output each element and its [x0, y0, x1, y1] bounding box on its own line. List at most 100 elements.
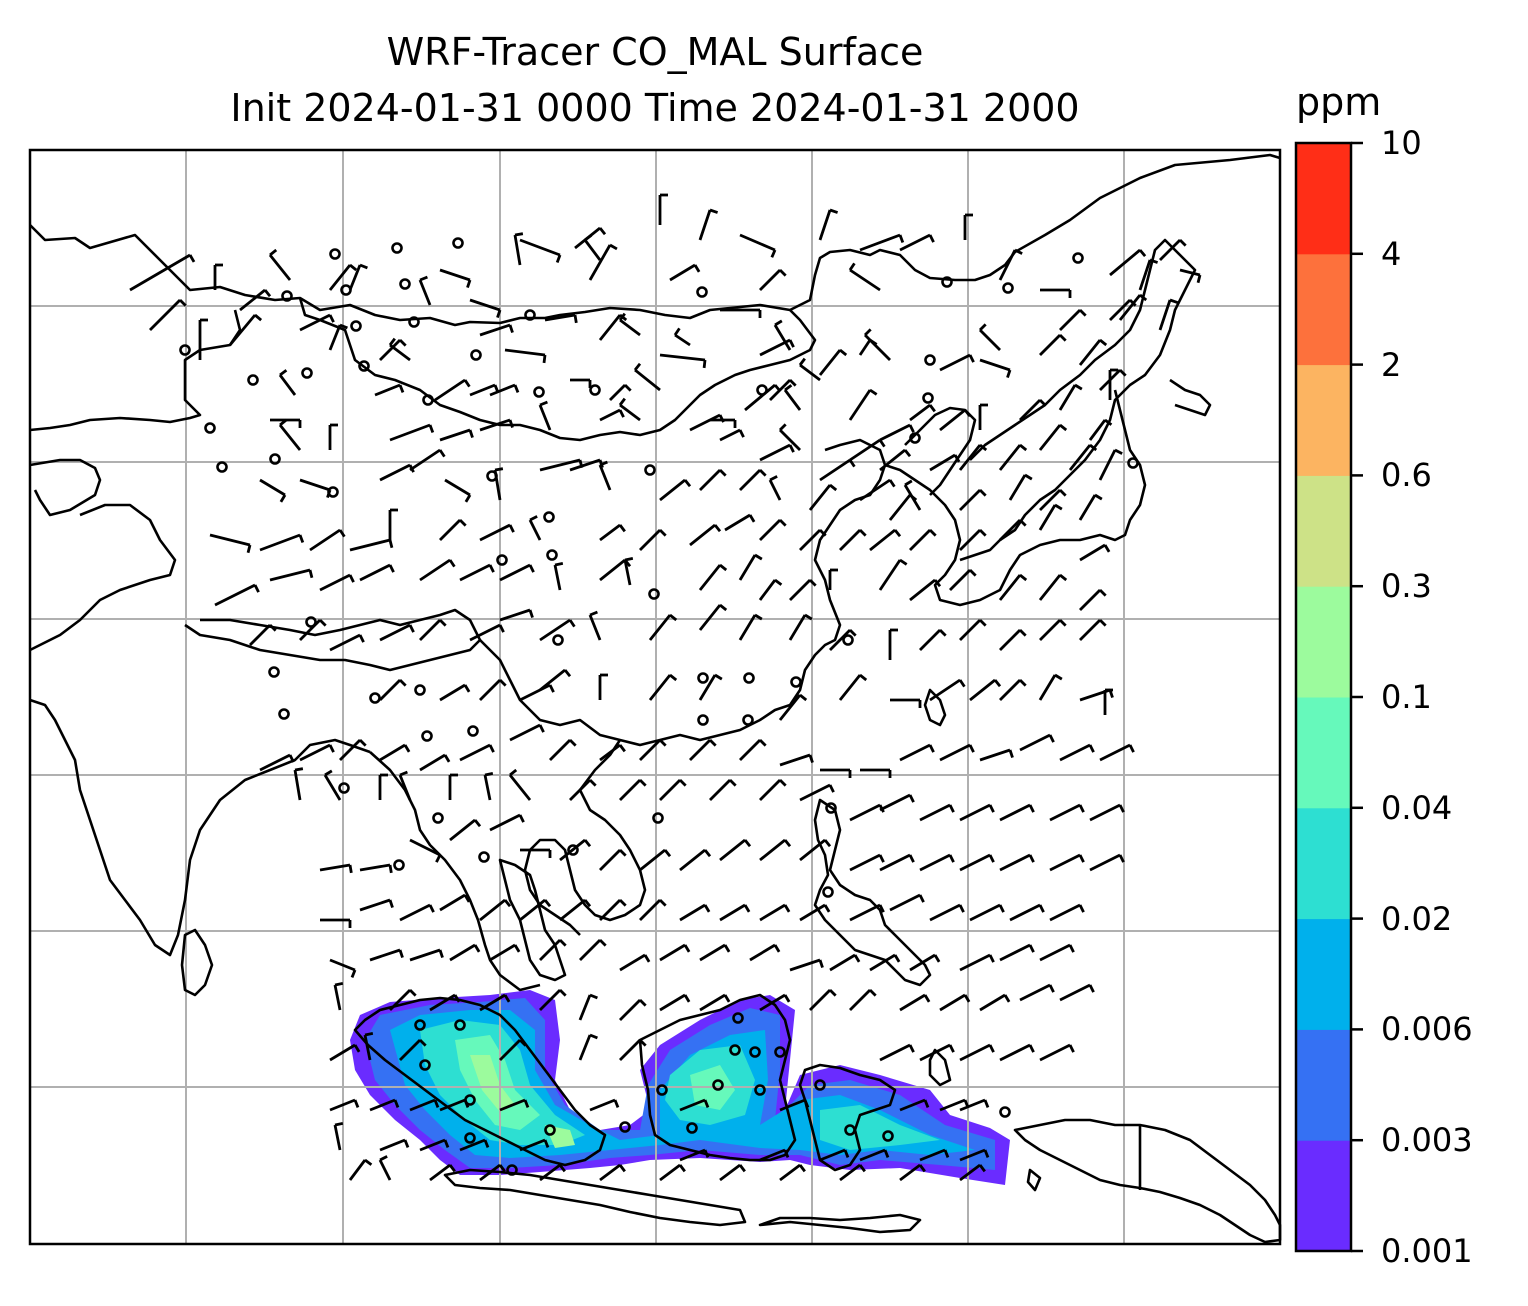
wind-barb	[849, 903, 885, 922]
coastline-japan-north	[1169, 378, 1212, 417]
wind-barb	[449, 943, 481, 962]
wind-barb	[328, 323, 348, 351]
wind-barb	[768, 475, 782, 501]
calm-marker	[305, 616, 317, 628]
wind-barb	[879, 793, 915, 812]
wind-barb	[583, 234, 602, 261]
wind-barb	[759, 779, 787, 801]
wind-barb	[319, 863, 353, 874]
wind-barb	[709, 779, 737, 801]
colorbar-segment	[1296, 697, 1351, 809]
wind-barb	[299, 313, 335, 332]
wind-barb	[389, 989, 417, 1011]
calm-marker	[338, 782, 350, 794]
calm-marker	[696, 286, 708, 298]
wind-barb	[479, 418, 514, 432]
wind-barb	[1088, 418, 1113, 441]
wind-barb	[759, 1148, 790, 1162]
wind-barb	[239, 288, 272, 312]
wind-barb	[959, 1098, 990, 1112]
wind-barb	[789, 579, 817, 601]
calm-marker	[619, 1121, 631, 1133]
colorbar-segment	[1296, 475, 1351, 587]
wind-barb	[659, 353, 707, 369]
wind-barb	[439, 893, 471, 912]
wind-barb	[659, 779, 687, 801]
coastline-java	[443, 1168, 747, 1227]
wind-barb	[434, 378, 471, 402]
colorbar-tick-label: 10	[1381, 124, 1422, 162]
wind-barb	[739, 469, 767, 491]
wind-barb	[519, 683, 555, 702]
wind-barb	[809, 989, 837, 1011]
wind-barb	[739, 739, 767, 761]
wind-barb	[320, 918, 352, 928]
wind-barb	[698, 603, 728, 631]
wind-barb	[309, 528, 346, 552]
wind-barb	[999, 519, 1027, 541]
colorbar-segment	[1296, 807, 1351, 920]
wind-barb	[379, 743, 411, 762]
wind-barb	[889, 893, 925, 912]
wind-barb	[459, 1138, 490, 1152]
calm-marker	[1127, 457, 1139, 469]
calm-marker	[697, 672, 709, 684]
calm-marker	[754, 1084, 766, 1096]
wind-barb	[919, 803, 955, 822]
wind-barb	[869, 953, 901, 972]
colorbar-segment	[1296, 1029, 1351, 1141]
colorbar	[1294, 141, 1363, 1253]
calm-marker	[216, 461, 228, 473]
calm-marker	[825, 802, 837, 814]
wind-barb	[979, 748, 1014, 762]
wind-barb	[720, 308, 762, 318]
wind-barb	[129, 253, 196, 292]
wind-barb	[519, 898, 552, 922]
wind-barb	[618, 397, 641, 422]
wind-barb	[1159, 239, 1187, 261]
coastline-india-south	[29, 698, 371, 957]
wind-barb	[919, 853, 955, 872]
wind-barb	[570, 378, 592, 388]
calm-marker	[882, 1130, 894, 1142]
calm-marker	[941, 276, 953, 288]
wind-barb	[418, 275, 432, 306]
calm-marker	[656, 1084, 668, 1096]
wind-barb	[1179, 268, 1202, 284]
wind-barb	[759, 443, 795, 462]
wind-barb	[299, 743, 335, 762]
wind-barb	[1040, 288, 1072, 298]
coastline-korea	[904, 406, 977, 496]
wind-barb	[1049, 803, 1085, 822]
wind-barb	[619, 953, 651, 972]
wind-barb	[1038, 503, 1063, 531]
plume-contour	[420, 1020, 940, 1150]
wind-barb	[489, 383, 520, 397]
wind-barb	[328, 423, 338, 450]
wind-barb	[1038, 423, 1068, 451]
wind-barb	[849, 989, 877, 1011]
calm-marker	[552, 634, 564, 646]
wind-barb	[958, 443, 988, 471]
wind-barb	[504, 348, 547, 364]
wind-barb	[759, 903, 791, 922]
wind-barb	[758, 578, 783, 601]
wind-barb	[939, 408, 972, 432]
wind-barb	[578, 993, 598, 1021]
wind-barb	[1098, 448, 1123, 481]
wind-barb	[1079, 688, 1114, 702]
wind-barb	[329, 1098, 360, 1112]
wind-barb	[859, 1148, 890, 1162]
calm-marker	[524, 309, 536, 321]
wind-barb	[1039, 619, 1067, 641]
wind-barb	[959, 1043, 995, 1062]
wind-barb	[369, 1098, 400, 1112]
wind-barb	[363, 1032, 374, 1061]
wind-barb	[979, 993, 1011, 1012]
wind-barb	[599, 849, 627, 871]
wind-barb	[1058, 383, 1083, 411]
wind-barb	[409, 448, 446, 472]
wind-barb	[513, 232, 524, 266]
calm-marker	[467, 725, 479, 737]
coastlines	[29, 153, 1282, 1244]
